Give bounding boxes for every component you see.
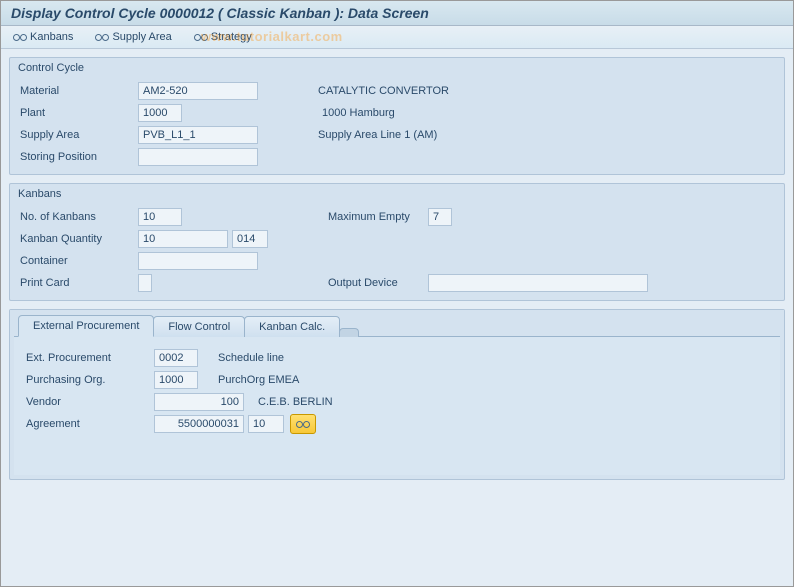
supply-area-field[interactable]: PVB_L1_1 xyxy=(138,126,258,144)
kanbans-title: Kanbans xyxy=(12,186,782,204)
content-area: Control Cycle Material AM2-520 CATALYTIC… xyxy=(1,49,793,586)
kanban-qty-field[interactable]: 10 xyxy=(138,230,228,248)
material-label: Material xyxy=(18,85,138,97)
toolbar: Kanbans Supply Area Strategy www.tutoria… xyxy=(1,26,793,49)
material-field[interactable]: AM2-520 xyxy=(138,82,258,100)
agreement-item-field[interactable]: 10 xyxy=(248,415,284,433)
tab-overflow[interactable] xyxy=(339,328,359,337)
vendor-desc: C.E.B. BERLIN xyxy=(244,396,333,408)
ext-proc-label: Ext. Procurement xyxy=(24,352,154,364)
kanbans-group: Kanbans No. of Kanbans 10 Maximum Empty … xyxy=(9,183,785,301)
glasses-icon xyxy=(95,33,109,41)
tab-panel-external-procurement: Ext. Procurement 0002 Schedule line Purc… xyxy=(14,336,780,475)
purch-org-field[interactable]: 1000 xyxy=(154,371,198,389)
print-card-field[interactable] xyxy=(138,274,152,292)
kanban-qty-aux-field[interactable]: 014 xyxy=(232,230,268,248)
ext-proc-field[interactable]: 0002 xyxy=(154,349,198,367)
vendor-field[interactable]: 100 xyxy=(154,393,244,411)
no-kanbans-field[interactable]: 10 xyxy=(138,208,182,226)
control-cycle-group: Control Cycle Material AM2-520 CATALYTIC… xyxy=(9,57,785,175)
strategy-label: Strategy xyxy=(211,31,252,43)
kanban-qty-label: Kanban Quantity xyxy=(18,233,138,245)
plant-field[interactable]: 1000 xyxy=(138,104,182,122)
tab-external-procurement[interactable]: External Procurement xyxy=(18,315,154,337)
plant-desc: 1000 Hamburg xyxy=(182,107,395,119)
agreement-display-button[interactable] xyxy=(290,414,316,434)
agreement-field[interactable]: 5500000031 xyxy=(154,415,244,433)
tab-flow-control[interactable]: Flow Control xyxy=(153,316,245,337)
purch-org-label: Purchasing Org. xyxy=(24,374,154,386)
strategy-button[interactable]: Strategy xyxy=(190,29,256,45)
storing-pos-field[interactable] xyxy=(138,148,258,166)
vendor-label: Vendor xyxy=(24,396,154,408)
output-device-label: Output Device xyxy=(318,277,428,289)
output-device-field[interactable] xyxy=(428,274,648,292)
plant-label: Plant xyxy=(18,107,138,119)
container-field[interactable] xyxy=(138,252,258,270)
no-kanbans-label: No. of Kanbans xyxy=(18,211,138,223)
glasses-icon xyxy=(13,33,27,41)
max-empty-label: Maximum Empty xyxy=(318,211,428,223)
storing-pos-label: Storing Position xyxy=(18,151,138,163)
kanbans-label: Kanbans xyxy=(30,31,73,43)
supply-area-label: Supply Area xyxy=(112,31,171,43)
page-title: Display Control Cycle 0000012 ( Classic … xyxy=(11,5,783,21)
supply-area-label: Supply Area xyxy=(18,129,138,141)
kanbans-button[interactable]: Kanbans xyxy=(9,29,77,45)
control-cycle-title: Control Cycle xyxy=(12,60,782,78)
tab-strip: External Procurement Flow Control Kanban… xyxy=(10,310,784,336)
glasses-icon xyxy=(296,420,310,428)
container-label: Container xyxy=(18,255,138,267)
print-card-label: Print Card xyxy=(18,277,138,289)
material-desc: CATALYTIC CONVERTOR xyxy=(258,85,449,97)
max-empty-field[interactable]: 7 xyxy=(428,208,452,226)
glasses-icon xyxy=(194,33,208,41)
supply-area-desc: Supply Area Line 1 (AM) xyxy=(258,129,437,141)
tabs-container: External Procurement Flow Control Kanban… xyxy=(9,309,785,480)
agreement-label: Agreement xyxy=(24,418,154,430)
ext-proc-desc: Schedule line xyxy=(198,352,284,364)
tab-kanban-calc[interactable]: Kanban Calc. xyxy=(244,316,340,337)
supply-area-button[interactable]: Supply Area xyxy=(91,29,175,45)
purch-org-desc: PurchOrg EMEA xyxy=(198,374,299,386)
title-bar: Display Control Cycle 0000012 ( Classic … xyxy=(1,1,793,26)
